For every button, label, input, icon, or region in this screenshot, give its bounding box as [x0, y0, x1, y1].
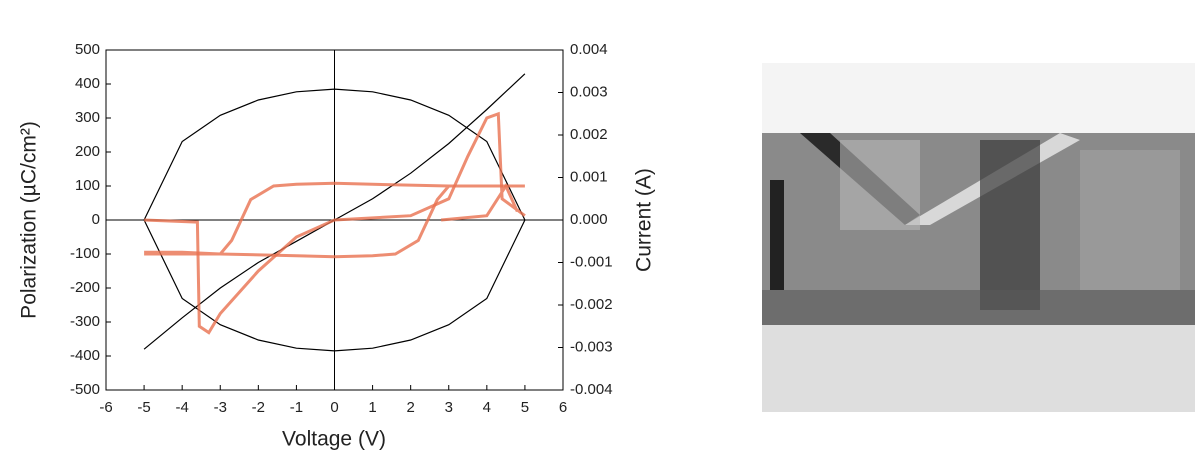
y-tick-label: -300: [70, 313, 100, 330]
y-axis-label: Polarization (µC/cm²): [18, 121, 41, 319]
y-tick-label: -100: [70, 245, 100, 262]
y2-tick-label: 0.004: [570, 41, 608, 58]
series-line: [143, 88, 526, 352]
x-tick-label: 5: [521, 399, 529, 416]
x-tick-label: 1: [368, 399, 376, 416]
x-tick-label: 2: [406, 399, 414, 416]
y-tick-label: -200: [70, 279, 100, 296]
y2-tick-label: -0.002: [570, 296, 613, 313]
series-line: [144, 181, 525, 259]
x-tick-label: -2: [252, 399, 265, 416]
y2-tick-label: 0.002: [570, 126, 608, 143]
y2-tick-label: -0.003: [570, 338, 613, 355]
micrograph: [762, 63, 1195, 412]
x-axis-label: Voltage (V): [282, 428, 386, 451]
series-line: [144, 111, 526, 335]
y-tick-label: 100: [75, 177, 100, 194]
x-tick-label: -3: [214, 399, 227, 416]
y2-tick-label: -0.004: [570, 381, 613, 398]
y-tick-label: 0: [92, 211, 100, 228]
y-tick-label: -500: [70, 381, 100, 398]
y2-tick-label: 0.001: [570, 168, 608, 185]
y-tick-label: 500: [75, 41, 100, 58]
x-tick-label: 4: [483, 399, 491, 416]
y-tick-label: -400: [70, 347, 100, 364]
x-tick-label: -4: [175, 399, 188, 416]
x-tick-label: -6: [99, 399, 112, 416]
x-tick-label: 3: [445, 399, 453, 416]
y-tick-label: 400: [75, 75, 100, 92]
x-tick-label: -1: [290, 399, 303, 416]
x-tick-label: -5: [137, 399, 150, 416]
y2-tick-label: 0.003: [570, 83, 608, 100]
x-tick-label: 6: [559, 399, 567, 416]
y2-tick-label: -0.001: [570, 253, 613, 270]
y2-tick-label: 0.000: [570, 211, 608, 228]
y-tick-label: 200: [75, 143, 100, 160]
y-tick-label: 300: [75, 109, 100, 126]
x-tick-label: 0: [330, 399, 338, 416]
y2-axis-label: Current (A): [633, 168, 656, 272]
